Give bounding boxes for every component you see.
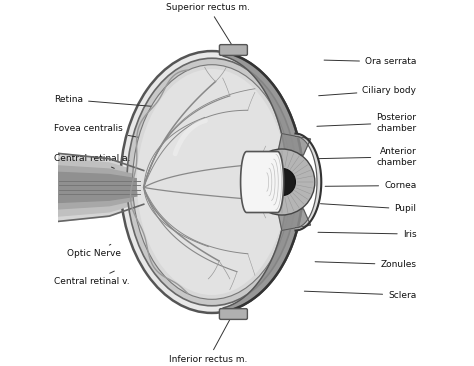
Text: Optic disc
(blind spot): Optic disc (blind spot) bbox=[159, 194, 211, 213]
Polygon shape bbox=[58, 159, 144, 216]
Polygon shape bbox=[58, 172, 144, 202]
Ellipse shape bbox=[133, 65, 291, 299]
Text: Vitreous Body: Vitreous Body bbox=[178, 123, 246, 133]
Text: Pupil: Pupil bbox=[320, 204, 416, 213]
Text: Central retinal a.: Central retinal a. bbox=[54, 154, 130, 168]
Text: Fovea centralis: Fovea centralis bbox=[54, 124, 149, 139]
Text: Iris: Iris bbox=[318, 229, 416, 239]
Polygon shape bbox=[295, 134, 321, 231]
Ellipse shape bbox=[120, 51, 303, 313]
Polygon shape bbox=[58, 153, 144, 221]
Polygon shape bbox=[58, 166, 144, 209]
Text: Central retinal v.: Central retinal v. bbox=[54, 271, 130, 286]
Polygon shape bbox=[223, 53, 303, 311]
Text: Lens: Lens bbox=[270, 178, 291, 187]
Text: Optic Nerve: Optic Nerve bbox=[67, 244, 120, 258]
Polygon shape bbox=[278, 134, 310, 155]
Polygon shape bbox=[241, 152, 283, 213]
Text: Ciliary body: Ciliary body bbox=[319, 86, 416, 96]
Polygon shape bbox=[278, 209, 310, 231]
Text: Cornea: Cornea bbox=[325, 181, 416, 190]
Ellipse shape bbox=[137, 69, 287, 295]
Text: Posterior
chamber: Posterior chamber bbox=[317, 113, 416, 132]
Text: Retina: Retina bbox=[54, 95, 154, 107]
Text: Inferior rectus m.: Inferior rectus m. bbox=[169, 315, 247, 364]
Circle shape bbox=[268, 168, 295, 196]
Text: Zonules: Zonules bbox=[315, 260, 416, 269]
Text: Sclera: Sclera bbox=[304, 291, 416, 299]
Text: Superior rectus m.: Superior rectus m. bbox=[166, 3, 250, 45]
FancyBboxPatch shape bbox=[219, 45, 247, 55]
Text: Anterior
chamber: Anterior chamber bbox=[319, 147, 416, 167]
Circle shape bbox=[249, 149, 315, 215]
Polygon shape bbox=[274, 155, 278, 209]
FancyBboxPatch shape bbox=[219, 309, 247, 320]
Ellipse shape bbox=[127, 58, 297, 306]
Text: Ora serrata: Ora serrata bbox=[324, 57, 416, 66]
